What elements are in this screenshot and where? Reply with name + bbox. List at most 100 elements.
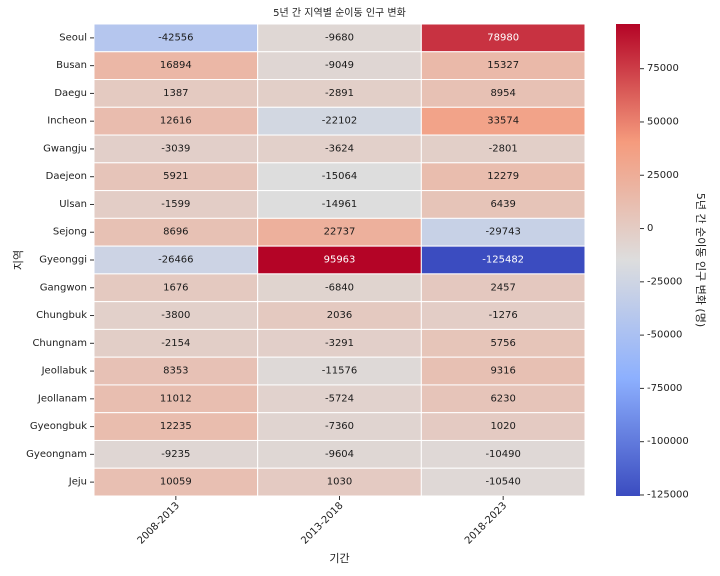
y-tick-label: Incheon — [47, 116, 87, 127]
cell-value-label: -14961 — [322, 199, 357, 210]
cell-value-label: -3624 — [325, 143, 354, 154]
cell-value-label: 16894 — [160, 60, 192, 71]
cell-value-label: -5724 — [325, 393, 354, 404]
cell-value-label: 2457 — [490, 282, 515, 293]
heatmap-cell — [257, 23, 422, 53]
cell-value-label: 8353 — [163, 366, 188, 377]
heatmap-cell — [257, 467, 422, 497]
y-tick-label: Gyeongnam — [26, 449, 87, 460]
cell-value-label: -22102 — [322, 116, 357, 127]
heatmap-cell — [93, 190, 259, 219]
heatmap-cell — [257, 439, 422, 469]
heatmap-cell — [93, 273, 259, 303]
heatmap-cell — [420, 412, 586, 441]
cell-value-label: -2154 — [161, 338, 190, 349]
colorbar-gradient — [616, 24, 640, 496]
heatmap-cell — [257, 134, 422, 164]
y-tick-label: Sejong — [53, 227, 87, 238]
cell-value-label: -125482 — [482, 255, 524, 266]
cell-value-label: 1020 — [490, 421, 515, 432]
heatmap-cell — [93, 467, 259, 497]
cell-value-label: 8954 — [490, 88, 515, 99]
colorbar-tick-label: 25000 — [647, 170, 679, 181]
cell-value-label: -10540 — [485, 477, 520, 488]
heatmap-cell — [93, 412, 259, 441]
heatmap-cell — [257, 273, 422, 303]
x-tick-label: 2008-2013 — [136, 500, 182, 546]
colorbar-tick-label: -75000 — [647, 383, 682, 394]
y-tick-label: Jeju — [68, 477, 87, 488]
x-tick-label: 2018-2023 — [463, 500, 509, 546]
cell-value-label: 6230 — [490, 393, 515, 404]
y-tick-label: Jeollabuk — [41, 366, 88, 377]
y-tick-label: Seoul — [59, 32, 87, 43]
heatmap-cell — [93, 384, 259, 414]
heatmap-cell — [420, 356, 586, 386]
heatmap-cell — [93, 301, 259, 330]
y-tick-label: Chungbuk — [36, 310, 87, 321]
cell-value-label: -9049 — [325, 60, 354, 71]
heatmap-cell — [257, 162, 422, 192]
heatmap-cell — [93, 106, 259, 136]
heatmap-cell — [420, 245, 586, 275]
cell-value-label: -9680 — [325, 32, 354, 43]
heatmap-cells: -42556 -9680 78980 16894 -9049 15327 1387 -2891… — [93, 23, 586, 497]
y-tick-label: Ulsan — [59, 199, 87, 210]
y-tick-label: Busan — [56, 60, 87, 71]
cell-value-label: -11576 — [322, 366, 357, 377]
cell-value-label: -2801 — [489, 143, 518, 154]
heatmap-cell — [420, 23, 586, 53]
heatmap-cell — [93, 356, 259, 386]
cell-value-label: 5921 — [163, 171, 188, 182]
y-tick-label: Gyeonggi — [39, 255, 87, 266]
colorbar-title: 5년 간 순이동 인구 변화 (명) — [694, 193, 707, 327]
heatmap-cell — [257, 217, 422, 247]
cell-value-label: -6840 — [325, 282, 354, 293]
heatmap-cell — [420, 190, 586, 219]
colorbar: 75000 50000 25000 0 -25000 -50000 -75000 -10000… — [616, 24, 689, 500]
y-axis-title: 지역 — [12, 250, 25, 270]
cell-value-label: 10059 — [160, 477, 192, 488]
cell-value-label: -9235 — [161, 449, 190, 460]
colorbar-tick-label: 0 — [647, 223, 653, 234]
x-tick-label: 2013-2018 — [299, 500, 345, 546]
colorbar-tick-label: 75000 — [647, 63, 679, 74]
cell-value-label: 15327 — [487, 60, 519, 71]
cell-value-label: 12235 — [160, 421, 192, 432]
colorbar-tick-label: -125000 — [647, 489, 689, 500]
y-tick-label: Daegu — [54, 88, 87, 99]
heatmap-cell — [420, 328, 586, 358]
cell-value-label: 6439 — [490, 199, 515, 210]
cell-value-label: 1387 — [163, 88, 188, 99]
cell-value-label: 11012 — [160, 393, 192, 404]
cell-value-label: 8696 — [163, 227, 188, 238]
heatmap-cell — [257, 79, 422, 108]
cell-value-label: 1030 — [327, 477, 352, 488]
cell-value-label: -1276 — [489, 310, 518, 321]
heatmap-cell — [93, 439, 259, 469]
heatmap-cell — [420, 273, 586, 303]
cell-value-label: 22737 — [324, 227, 356, 238]
x-tick-labels: 2008-2013 2013-2018 2018-2023 — [136, 496, 509, 547]
cell-value-label: -26466 — [158, 255, 193, 266]
heatmap-cell — [420, 51, 586, 81]
y-tick-label: Jeollanam — [37, 393, 87, 404]
cell-value-label: 12616 — [160, 116, 192, 127]
cell-value-label: -3800 — [161, 310, 190, 321]
x-axis-title: 기간 — [329, 552, 349, 565]
cell-value-label: -10490 — [485, 449, 520, 460]
colorbar-tick-label: -50000 — [647, 330, 682, 341]
y-tick-label: Gwangju — [43, 143, 87, 154]
heatmap-cell — [420, 384, 586, 414]
cell-value-label: -29743 — [485, 227, 520, 238]
cell-value-label: -42556 — [158, 32, 193, 43]
cell-value-label: -2891 — [325, 88, 354, 99]
cell-value-label: -15064 — [322, 171, 357, 182]
colorbar-tick-label: -25000 — [647, 276, 682, 287]
cell-value-label: 2036 — [327, 310, 352, 321]
y-tick-label: Chungnam — [32, 338, 87, 349]
cell-value-label: -7360 — [325, 421, 354, 432]
colorbar-tick-label: 50000 — [647, 116, 679, 127]
y-tick-label: Gyeongbuk — [30, 421, 87, 432]
